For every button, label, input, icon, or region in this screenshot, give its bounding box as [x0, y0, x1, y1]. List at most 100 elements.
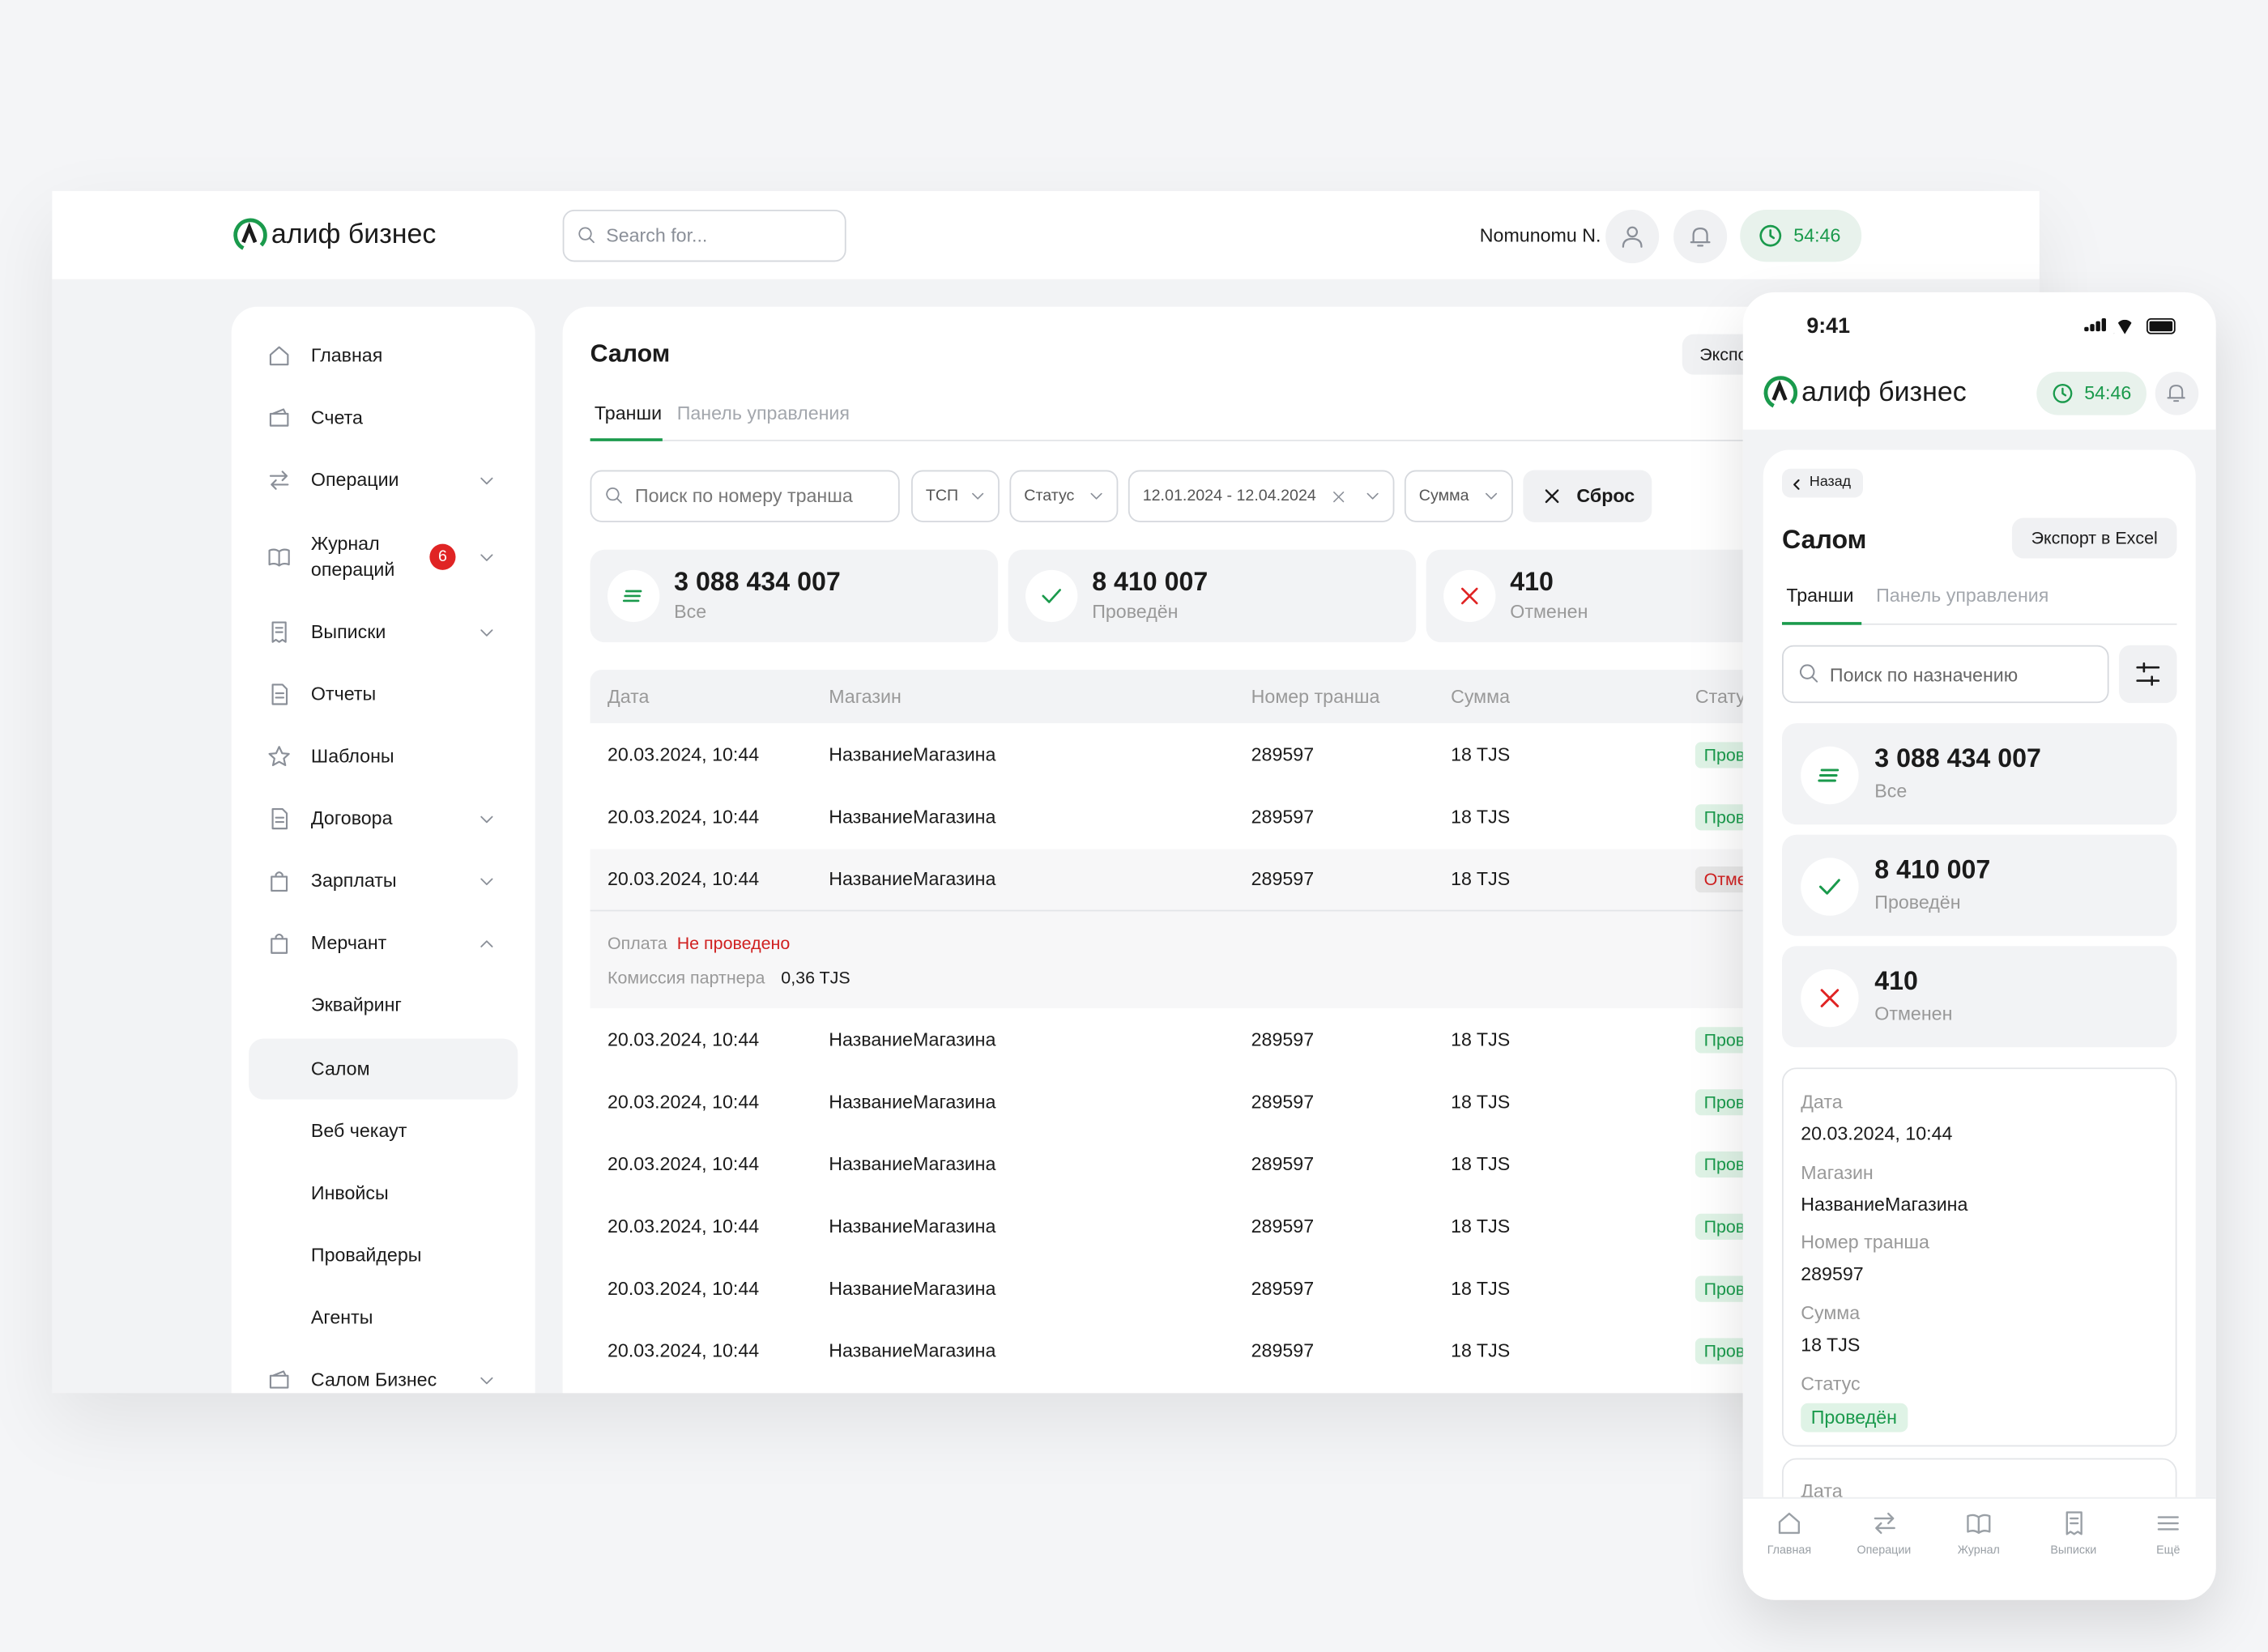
filter-status[interactable] [1009, 470, 1119, 522]
menu-item[interactable]: Салом Бизнес [310, 1368, 437, 1390]
tab-line [590, 440, 1776, 441]
icon [266, 1367, 292, 1393]
icon-svg [1818, 879, 1840, 895]
summary-label: Проведён [1092, 600, 1179, 623]
reset-button[interactable] [1523, 470, 1652, 522]
icon-svg [269, 1370, 289, 1389]
cell: 18 TJS [1451, 743, 1511, 765]
filter-shop-text: ТСП [925, 487, 959, 505]
sidebar-selected [249, 1038, 518, 1100]
icon-path [480, 477, 493, 485]
bell-button[interactable] [1673, 210, 1728, 264]
menu-item[interactable]: Эквайринг [310, 994, 402, 1016]
menu-item[interactable]: Главная [310, 344, 383, 366]
filter-shop[interactable] [910, 470, 1000, 522]
icon [475, 871, 497, 892]
icon-svg [271, 871, 288, 892]
tab[interactable]: Панель управления [1876, 584, 2049, 607]
icon [475, 1370, 497, 1392]
summary-label: Проведён [1874, 891, 1961, 913]
menu-item[interactable]: Веб чекаут [310, 1119, 407, 1142]
timer: 54:46 [1793, 224, 1841, 246]
icon [266, 405, 292, 431]
tab[interactable]: Панель управления [676, 402, 850, 424]
icon-path [622, 590, 642, 602]
tab-active[interactable]: Транши [594, 402, 663, 424]
icon-svg [268, 548, 290, 567]
detail-value: НазваниеМагазина [1801, 1193, 1968, 1215]
badge: 6 [429, 543, 456, 570]
icon [266, 467, 292, 493]
menu-item[interactable]: Договора [310, 807, 393, 829]
logo-path [1763, 375, 1798, 407]
search-box[interactable] [1781, 645, 2109, 704]
cell: 20.03.2024, 10:44 [607, 867, 760, 890]
icon-path [271, 683, 288, 705]
cell: 20.03.2024, 10:44 [607, 805, 760, 828]
expanded-label: Комиссия партнера [607, 968, 765, 989]
menu-item[interactable]: Операции [310, 468, 399, 491]
bell-button[interactable] [2155, 372, 2199, 415]
menu-item[interactable]: Мерчант [310, 931, 387, 954]
tab-active[interactable]: Транши [1786, 584, 1854, 607]
nav-label[interactable]: Выписки [2050, 1543, 2097, 1557]
bottom-nav [1742, 1497, 2216, 1600]
menu-item[interactable]: Агенты [310, 1306, 373, 1328]
icon-path [480, 629, 493, 637]
menu-item[interactable]: Провайдеры [310, 1244, 422, 1267]
menu-item[interactable]: Журнал операций [310, 532, 395, 581]
icon [475, 470, 497, 492]
icon-svg [480, 940, 493, 947]
menu-item[interactable]: Счета [310, 406, 363, 428]
filter-date[interactable] [1128, 470, 1395, 522]
icon [603, 484, 625, 506]
search-box[interactable] [562, 210, 846, 262]
icon-path [578, 227, 595, 244]
icon-path [269, 470, 289, 490]
menu-item[interactable]: Зарплаты [310, 869, 397, 892]
next-card [1781, 1458, 2177, 1497]
icon [619, 581, 648, 611]
icon-path [268, 548, 290, 567]
icon-svg [480, 629, 493, 637]
menu-item[interactable]: Шаблоны [310, 744, 394, 767]
icon [475, 622, 497, 644]
tab-line [1781, 623, 2177, 625]
export-button[interactable]: Экспорт в Excel [2011, 517, 2177, 559]
icon-svg [268, 746, 290, 767]
nav-label[interactable]: Ещё [2156, 1543, 2181, 1557]
icon-svg [1042, 589, 1061, 603]
icon [266, 806, 292, 832]
icon-svg [271, 933, 288, 954]
menu-item[interactable]: Салом [310, 1057, 370, 1079]
filter-amount[interactable] [1404, 470, 1513, 522]
status-badge: Проведён [1801, 1403, 1908, 1433]
phone-scroll-canvas: Назад Салом Экспорт в Excel Транши Панель уп… [1743, 430, 2216, 1497]
nav-label[interactable]: Журнал [1957, 1543, 2000, 1557]
icon-svg [480, 554, 493, 561]
filter-search[interactable] [590, 470, 900, 522]
icon-svg [1333, 492, 1345, 503]
icon-path [1820, 989, 1840, 1007]
nav-label[interactable]: Главная [1767, 1543, 1812, 1557]
cell: НазваниеМагазина [829, 805, 996, 828]
cell: 289597 [1251, 1215, 1315, 1237]
menu-item[interactable]: Инвойсы [310, 1182, 389, 1204]
icon-path [1366, 492, 1379, 500]
icon-svg [1967, 1514, 1991, 1535]
menu-item[interactable]: Выписки [310, 620, 386, 643]
nav-label[interactable]: Операции [1857, 1543, 1912, 1557]
detail-label: Дата [1801, 1480, 1843, 1497]
cell: 18 TJS [1451, 1339, 1511, 1361]
battery [2146, 317, 2176, 334]
cell: НазваниеМагазина [829, 1277, 996, 1300]
filter-button[interactable] [2119, 645, 2177, 704]
icon-svg [1793, 479, 1800, 490]
icon-svg [2157, 1516, 2179, 1531]
menu-item[interactable]: Отчеты [310, 683, 377, 705]
icon [475, 547, 497, 568]
icon-svg [271, 807, 288, 830]
icon-path [1622, 226, 1643, 248]
icon-path [1818, 769, 1840, 782]
